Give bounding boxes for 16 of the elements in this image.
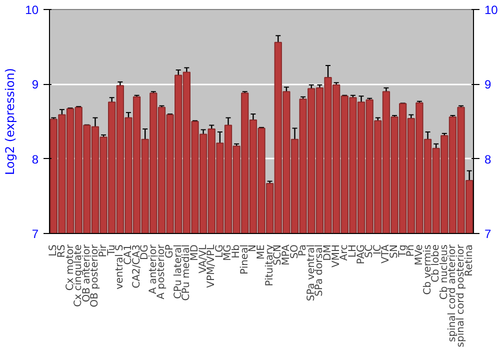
x-tick-label: RS [56, 244, 68, 258]
y-tick-label: 7 [32, 227, 39, 241]
x-tick-label: Pituitary [264, 244, 276, 286]
y2-tick-label: 10 [484, 3, 498, 17]
x-tick-label: Tg [397, 244, 408, 258]
x-tick-label: MVe [414, 244, 425, 266]
y2-tick-label: 7 [484, 227, 492, 241]
y2-tick-label: 9 [484, 78, 492, 92]
y-axis-title: Log2 (expression) [3, 68, 18, 175]
x-tick-label: OB posterior [90, 244, 101, 308]
x-tick-label: A posterior [156, 244, 168, 300]
y-tick-label: 9 [32, 78, 39, 92]
y-tick-label: 8 [32, 152, 39, 166]
y2-tick-label: 8 [484, 152, 492, 166]
x-tick-label: ME [256, 244, 267, 260]
y-tick-label: 10 [25, 3, 39, 17]
